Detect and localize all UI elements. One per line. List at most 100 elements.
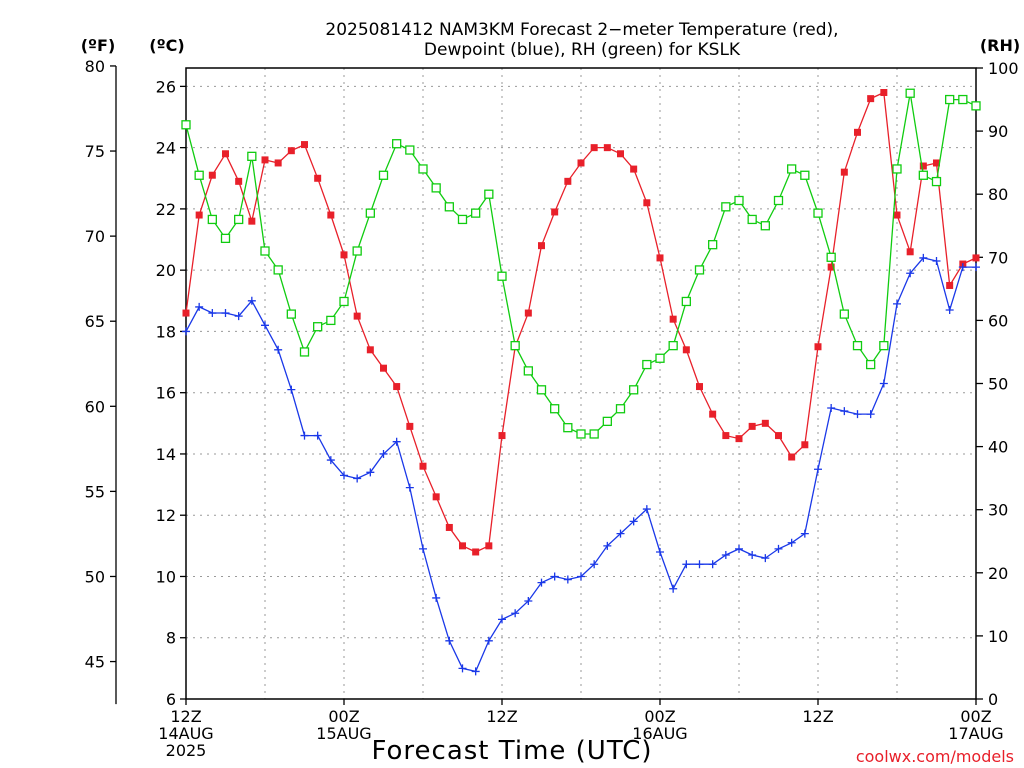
chart-title-line1: 2025081412 NAM3KM Forecast 2−meter Tempe…: [325, 20, 838, 40]
chart-title-line2: Dewpoint (blue), RH (green) for KSLK: [424, 40, 741, 60]
rh-point: [247, 151, 257, 161]
rh-point: [655, 353, 665, 363]
celsius-tick-label: 22: [156, 200, 176, 219]
temperature-point: [380, 364, 387, 372]
temperature-point: [735, 435, 743, 443]
dewpoint-point: [853, 410, 862, 419]
rh-tick-label: 70: [988, 248, 1008, 267]
temperature-point: [274, 159, 282, 167]
rh-point: [629, 385, 639, 395]
x-tick-label: 15AUG: [316, 724, 371, 743]
temperature-point: [301, 141, 308, 149]
rh-point: [589, 429, 599, 439]
temperature-point: [564, 177, 572, 185]
dewpoint-point: [761, 554, 770, 563]
dewpoint-point: [972, 263, 980, 272]
fahrenheit-tick-label: 70: [85, 227, 105, 246]
rh-point: [326, 315, 336, 326]
temperature-point: [788, 453, 796, 461]
rh-point: [194, 170, 204, 180]
temperature-point: [682, 346, 690, 354]
rh-point: [207, 214, 217, 225]
temperature-point: [656, 254, 664, 262]
x-tick-label: 12Z: [802, 707, 833, 726]
rh-point: [510, 340, 520, 351]
dewpoint-point: [221, 309, 230, 318]
celsius-tick-label: 20: [156, 261, 176, 280]
temperature-point: [208, 171, 216, 179]
dewpoint-point: [537, 578, 546, 587]
celsius-tick-label: 6: [166, 690, 176, 709]
dewpoint-point: [208, 309, 217, 318]
chart-axes: 6 8 10 12 14 16 18 20 22 24 26 45 50 55 60 65 70 75 80 0 10 2…: [85, 57, 1019, 709]
rh-point: [681, 296, 691, 307]
rh-point: [234, 214, 244, 225]
dewpoint-point: [326, 456, 335, 465]
temperature-point: [972, 254, 980, 262]
dewpoint-point: [511, 609, 520, 618]
dewpoint-point: [814, 465, 822, 474]
temperature-point: [854, 128, 861, 136]
temperature-point: [814, 343, 822, 351]
fahrenheit-tick-label: 75: [85, 142, 105, 161]
temperature-point: [906, 248, 914, 256]
dewpoint-point: [787, 538, 796, 547]
rh-point: [550, 404, 560, 414]
rh-point: [918, 170, 928, 180]
dewpoint-point: [550, 572, 559, 581]
rh-point: [852, 340, 863, 351]
dewpoint-point: [274, 345, 283, 354]
rh-tick-label: 10: [988, 627, 1008, 646]
dewpoint-series: [182, 253, 980, 676]
dewpoint-point: [669, 584, 678, 593]
rh-point: [497, 271, 507, 281]
temperature-point: [893, 211, 901, 219]
rh-point: [299, 347, 310, 357]
fahrenheit-tick-label: 60: [85, 397, 105, 416]
rh-point: [220, 233, 231, 244]
rh-point: [352, 246, 362, 256]
rh-point: [181, 120, 191, 130]
dewpoint-point: [432, 593, 441, 602]
x-tick-label: 2025: [166, 741, 207, 760]
dewpoint-point: [182, 327, 190, 336]
rh-series: [181, 88, 981, 439]
dewpoint-point: [616, 529, 625, 538]
dewpoint-point: [708, 560, 717, 569]
dewpoint-point: [682, 560, 691, 569]
temperature-point: [353, 312, 361, 320]
dewpoint-point: [721, 551, 730, 560]
x-tick-label: 16AUG: [632, 724, 687, 743]
dewpoint-point: [405, 483, 414, 492]
dewpoint-point: [958, 263, 967, 272]
dewpoint-point: [748, 551, 757, 560]
dewpoint-point: [774, 544, 783, 553]
dewpoint-point: [287, 385, 296, 394]
dewpoint-point: [458, 664, 467, 673]
rh-point: [615, 404, 626, 414]
dewpoint-point: [563, 575, 572, 584]
temperature-point: [459, 542, 466, 550]
rh-point: [905, 88, 915, 98]
rh-point: [773, 195, 784, 206]
dewpoint-point: [603, 541, 612, 550]
dewpoint-point: [800, 529, 809, 538]
x-tick-label: 17AUG: [948, 724, 1003, 743]
fahrenheit-tick-label: 80: [85, 57, 105, 76]
x-tick-label: 12Z: [170, 707, 201, 726]
celsius-tick-label: 8: [166, 629, 176, 648]
rh-point: [392, 139, 402, 149]
rh-point: [313, 322, 323, 332]
rh-tick-label: 80: [988, 185, 1008, 204]
temperature-point: [919, 162, 927, 170]
temperature-point: [577, 159, 585, 167]
rh-point: [286, 309, 296, 319]
temperature-point: [709, 410, 717, 418]
dewpoint-point: [471, 667, 480, 676]
temperature-point: [630, 165, 638, 173]
dewpoint-point: [919, 253, 928, 262]
rh-point: [734, 195, 744, 206]
temperature-point: [340, 251, 348, 259]
dewpoint-point: [498, 615, 506, 624]
x-tick-label: 00Z: [644, 707, 675, 726]
